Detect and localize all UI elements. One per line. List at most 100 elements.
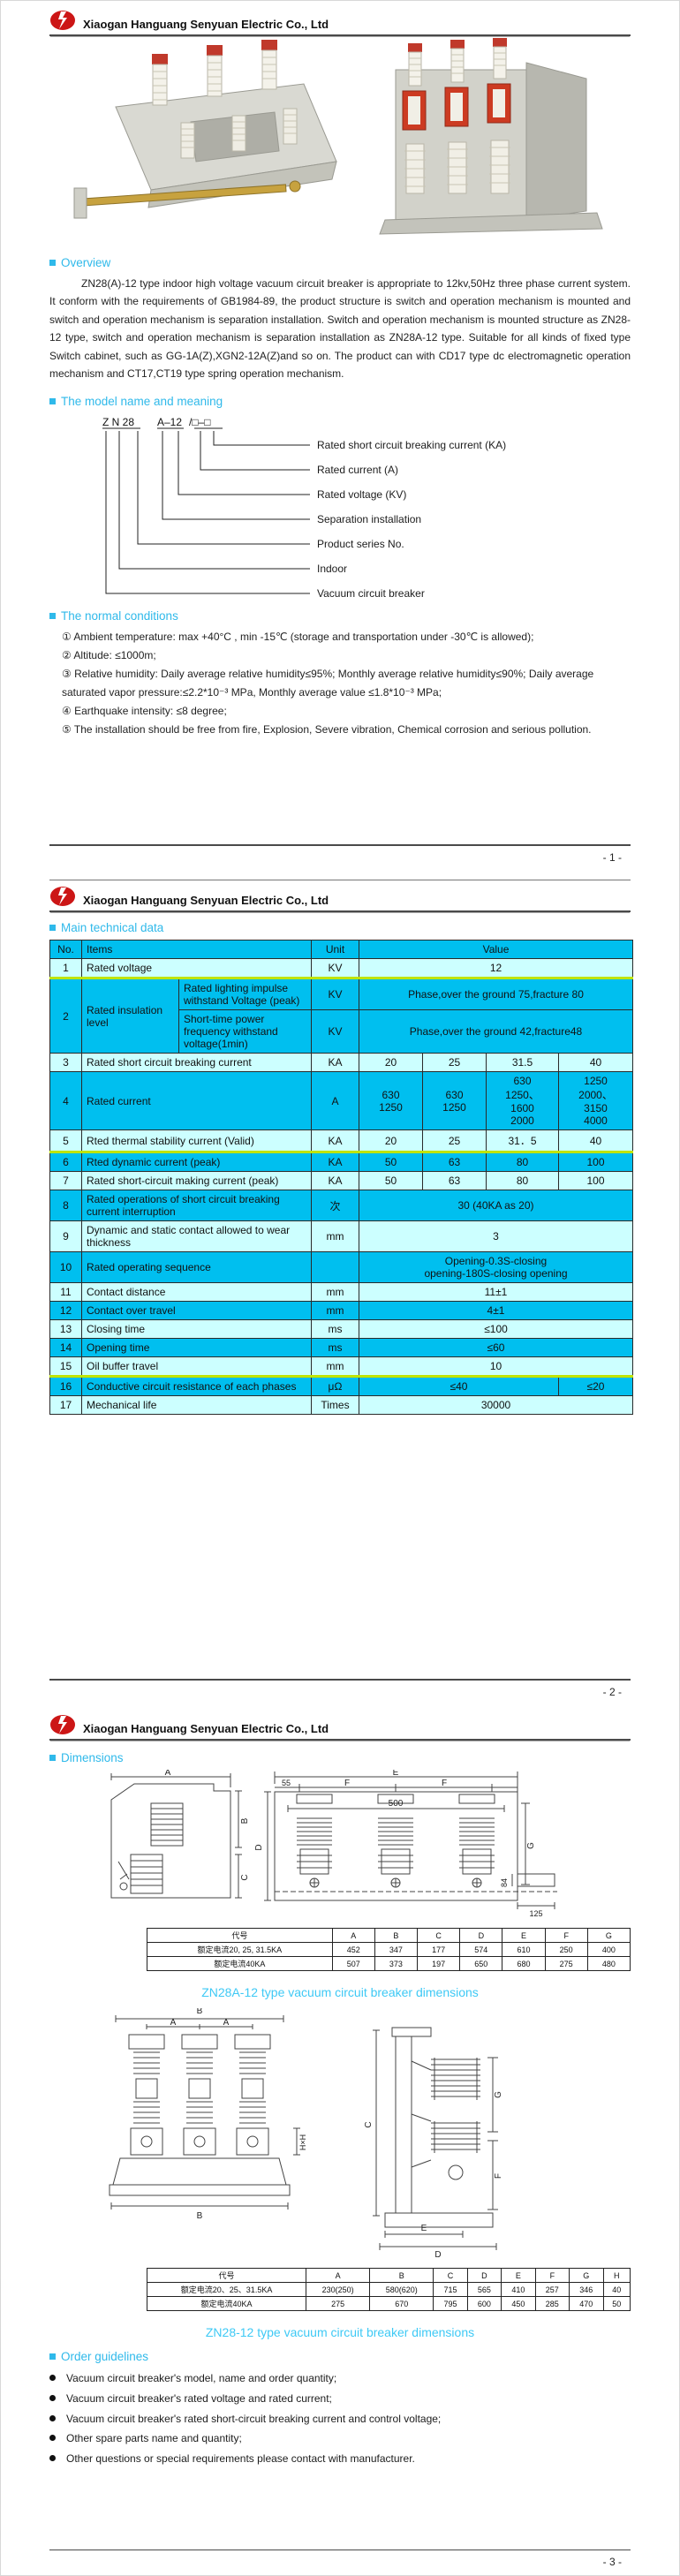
- page-1: Xiaogan Hanguang Senyuan Electric Co., L…: [1, 1, 679, 871]
- cell: KV: [311, 1009, 359, 1054]
- dim-label: G: [526, 1842, 536, 1849]
- order-item-text: Vacuum circuit breaker's model, name and…: [66, 2372, 337, 2384]
- col-no: No.: [49, 940, 82, 959]
- dim-cell: E: [501, 2268, 536, 2283]
- cell: Dynamic and static contact allowed to we…: [81, 1220, 312, 1252]
- cell: KA: [311, 1171, 359, 1190]
- dim-cell: B: [374, 1928, 419, 1943]
- dim-cell: 470: [569, 2296, 604, 2311]
- page-number: - 1 -: [602, 851, 622, 864]
- table-row: 13 Closing time ms ≤100: [49, 1319, 633, 1339]
- cell: ≤60: [359, 1338, 633, 1357]
- dim-cell: C: [417, 1928, 461, 1943]
- cell: ≤100: [359, 1319, 633, 1339]
- order-item-text: Vacuum circuit breaker's rated short-cir…: [66, 2412, 442, 2425]
- cell: Rated lighting impulse withstand Voltage…: [178, 978, 312, 1010]
- section-bullet-icon: [49, 260, 56, 266]
- dim-label: F: [494, 2173, 503, 2179]
- dim-cell: 250: [544, 1942, 588, 1957]
- cell: 630 1250: [359, 1071, 423, 1130]
- dim-cell: 275: [306, 2296, 371, 2311]
- dim-label: F: [344, 1779, 350, 1788]
- footer-rule: [49, 844, 631, 846]
- cell: mm: [311, 1282, 359, 1302]
- dim-cell: 680: [502, 1956, 546, 1971]
- table-row: 3 Rated short circuit breaking current K…: [49, 1053, 633, 1072]
- cell: 11: [49, 1282, 82, 1302]
- cell: 12: [359, 958, 633, 979]
- dim-cell: 347: [374, 1942, 419, 1957]
- page-number: - 2 -: [602, 1686, 622, 1698]
- order-item-text: Vacuum circuit breaker's rated voltage a…: [66, 2391, 332, 2405]
- dim-cell: 795: [433, 2296, 468, 2311]
- model-label: Rated voltage (KV): [317, 488, 406, 501]
- cell: mm: [311, 1301, 359, 1320]
- condition-item: ④ Earthquake intensity: ≤8 degree;: [62, 705, 227, 718]
- cell: 1: [49, 958, 82, 979]
- order-item: Vacuum circuit breaker's rated voltage a…: [49, 2389, 631, 2409]
- table-row: 14 Opening time ms ≤60: [49, 1338, 633, 1357]
- table-row: 17 Mechanical life Times 30000: [49, 1395, 633, 1415]
- conditions-list: ① Ambient temperature: max +40°C , min -…: [49, 628, 631, 739]
- dim-cell: 257: [534, 2282, 570, 2297]
- table-row: 10 Rated operating sequence Opening-0.3S…: [49, 1251, 633, 1283]
- table-row: 11 Contact distance mm 11±1: [49, 1282, 633, 1302]
- dim-cell: 574: [459, 1942, 503, 1957]
- dim-cell: 670: [369, 2296, 434, 2311]
- cell: 30000: [359, 1395, 633, 1415]
- condition-item: ③ Relative humidity: Daily average relat…: [62, 668, 594, 699]
- page-header: Xiaogan Hanguang Senyuan Electric Co., L…: [49, 1714, 631, 1741]
- order-list: Vacuum circuit breaker's model, name and…: [49, 2368, 631, 2469]
- drawing-zn28-12: B A A H×H B C G F E D: [109, 2008, 503, 2260]
- cell: 次: [311, 1190, 359, 1221]
- cell: 63: [422, 1171, 487, 1190]
- cell: 10: [49, 1251, 82, 1283]
- cell: KA: [311, 1152, 359, 1172]
- bullet-dot-icon: [49, 2414, 56, 2421]
- section-model: The model name and meaning: [49, 395, 631, 408]
- technical-data-table: No. Items Unit Value 1 Rated voltage KV …: [49, 940, 633, 1415]
- cell: Rated operating sequence: [81, 1251, 312, 1283]
- dim-cell: D: [466, 2268, 502, 2283]
- cell: Short-time power frequency withstand vol…: [178, 1009, 312, 1054]
- dim-cell: B: [369, 2268, 434, 2283]
- order-item: Vacuum circuit breaker's rated short-cir…: [49, 2409, 631, 2429]
- section-bullet-icon: [49, 2353, 56, 2360]
- condition-item: ② Altitude: ≤1000m;: [62, 649, 156, 662]
- cell: 25: [422, 1129, 487, 1153]
- cell: Rated insulation level: [81, 978, 179, 1054]
- dim-cell: 197: [417, 1956, 461, 1971]
- order-title: Order guidelines: [61, 2350, 149, 2363]
- table-row: 16 Conductive circuit resistance of each…: [49, 1376, 633, 1396]
- dim-cell: 650: [459, 1956, 503, 1971]
- dim-cell: F: [544, 1928, 588, 1943]
- dim-cell: 715: [433, 2282, 468, 2297]
- dim-label: G: [494, 2091, 503, 2098]
- dim-cell: 额定电流20、25、31.5KA: [146, 2282, 307, 2297]
- table-row: 6 Rted dynamic current (peak) KA 50 63 8…: [49, 1152, 633, 1172]
- cell: Closing time: [81, 1319, 312, 1339]
- cell: A: [311, 1071, 359, 1130]
- cell: 31.5: [486, 1053, 559, 1072]
- dim-cell: H: [602, 2268, 631, 2283]
- drawing-a-caption: ZN28A-12 type vacuum circuit breaker dim…: [201, 1985, 479, 1999]
- page-header: Xiaogan Hanguang Senyuan Electric Co., L…: [49, 10, 631, 36]
- cell: 4: [49, 1071, 82, 1130]
- cell: 7: [49, 1171, 82, 1190]
- bullet-dot-icon: [49, 2394, 56, 2401]
- dimension-table-zn28: 代号 A B C D E F G H 额定电流20、25、31.5KA 230(250) 580(62…: [146, 2268, 631, 2311]
- bullet-dot-icon: [49, 2435, 56, 2442]
- dim-cell: 275: [544, 1956, 588, 1971]
- dim-cell: 450: [501, 2296, 536, 2311]
- cell: Mechanical life: [81, 1395, 312, 1415]
- cell: [311, 1251, 359, 1283]
- dim-cell: 额定电流40KA: [147, 1956, 333, 1971]
- company-name: Xiaogan Hanguang Senyuan Electric Co., L…: [83, 18, 329, 31]
- section-dimensions: Dimensions: [49, 1751, 631, 1764]
- cell: 630 1250、 1600 2000: [486, 1071, 559, 1130]
- overview-paragraph: ZN28(A)-12 type indoor high voltage vacu…: [49, 277, 631, 380]
- dim-cell: 565: [466, 2282, 502, 2297]
- page-3: Xiaogan Hanguang Senyuan Electric Co., L…: [1, 1705, 679, 2575]
- dim-cell: 230(250): [306, 2282, 371, 2297]
- dim-cell: 480: [586, 1956, 631, 1971]
